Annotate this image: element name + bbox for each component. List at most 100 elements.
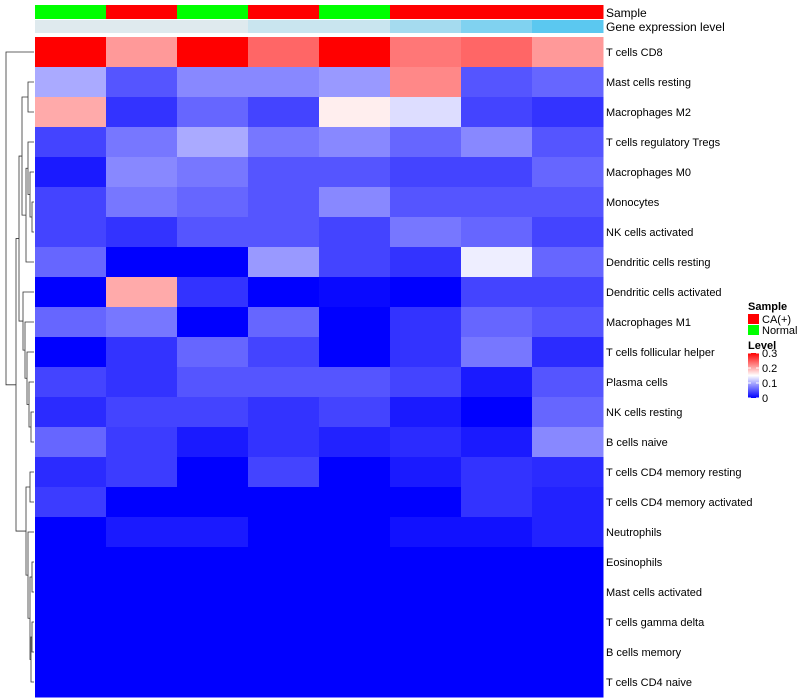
- heatmap-cell: [106, 637, 178, 668]
- dendrogram-branch: [30, 411, 34, 443]
- row-label: Macrophages M1: [606, 317, 691, 329]
- heatmap-cell: [390, 277, 462, 308]
- heatmap-cell: [532, 97, 604, 128]
- heatmap-cell: [319, 37, 391, 68]
- heatmap-cell: [248, 127, 320, 158]
- heatmap-cell: [177, 307, 249, 338]
- heatmap-cell: [461, 577, 533, 608]
- heatmap-cell: [248, 217, 320, 248]
- heatmap-cell: [390, 337, 462, 368]
- heatmap-cell: [532, 607, 604, 638]
- heatmap-cell: [177, 607, 249, 638]
- expression-annotation-cell: [532, 20, 604, 33]
- heatmap-cell: [461, 547, 533, 578]
- heatmap-cell: [390, 517, 462, 548]
- heatmap-cell: [106, 427, 178, 458]
- heatmap-cell: [248, 547, 320, 578]
- sample-annotation-cell: [319, 5, 391, 19]
- heatmap-cell: [248, 307, 320, 338]
- heatmap-cell: [177, 277, 249, 308]
- row-label: NK cells resting: [606, 407, 682, 419]
- heatmap-cell: [532, 367, 604, 398]
- heatmap-cell: [248, 187, 320, 218]
- heatmap-cell: [319, 157, 391, 188]
- heatmap-cell: [177, 577, 249, 608]
- dendrogram-branch: [27, 531, 34, 619]
- heatmap-cell: [248, 97, 320, 128]
- heatmap-cell: [390, 307, 462, 338]
- heatmap-cell: [532, 457, 604, 488]
- heatmap-cell: [319, 97, 391, 128]
- heatmap-cell: [319, 517, 391, 548]
- dendrogram-branch: [29, 471, 34, 503]
- heatmap-cell: [177, 547, 249, 578]
- heatmap-cell: [248, 577, 320, 608]
- row-label: T cells follicular helper: [606, 347, 715, 359]
- heatmap-cell: [177, 37, 249, 68]
- heatmap-cell: [390, 427, 462, 458]
- heatmap-cell: [177, 337, 249, 368]
- heatmap-cell: [106, 367, 178, 398]
- heatmap-cell: [532, 187, 604, 218]
- heatmap-cell: [248, 637, 320, 668]
- heatmap-cell: [319, 577, 391, 608]
- heatmap-cell: [177, 217, 249, 248]
- heatmap-cell: [248, 457, 320, 488]
- row-label: T cells CD4 memory activated: [606, 497, 753, 509]
- heatmap-cell: [35, 247, 107, 278]
- row-label: Plasma cells: [606, 377, 668, 389]
- heatmap-cell: [461, 607, 533, 638]
- heatmap-cell: [106, 217, 178, 248]
- sample-annotation-cell: [461, 5, 533, 19]
- row-label: T cells CD4 memory resting: [606, 467, 742, 479]
- expression-annotation-cell: [390, 20, 462, 33]
- heatmap-cell: [35, 37, 107, 68]
- heatmap-cell: [106, 157, 178, 188]
- heatmap-cell: [248, 667, 320, 698]
- heatmap-cell: [177, 457, 249, 488]
- heatmap-cell: [35, 637, 107, 668]
- heatmap-cell: [532, 37, 604, 68]
- heatmap-cell: [461, 97, 533, 128]
- heatmap-cell: [106, 67, 178, 98]
- heatmap-cell: [248, 247, 320, 278]
- heatmap-cell: [106, 247, 178, 278]
- heatmap-cell: [35, 397, 107, 428]
- heatmap-cell: [461, 217, 533, 248]
- heatmap-cell: [248, 337, 320, 368]
- expression-annotation-cell: [461, 20, 533, 33]
- heatmap-cell: [532, 547, 604, 578]
- heatmap-cell: [390, 187, 462, 218]
- level-tick-label: 0.3: [762, 348, 777, 360]
- level-legend-title: Level: [748, 340, 776, 352]
- heatmap-cell: [390, 607, 462, 638]
- heatmap-cell: [461, 187, 533, 218]
- heatmap-cell: [390, 367, 462, 398]
- heatmap-cell: [106, 397, 178, 428]
- row-label: Eosinophils: [606, 557, 663, 569]
- heatmap-cell: [106, 127, 178, 158]
- heatmap-cell: [177, 367, 249, 398]
- heatmap-cell: [532, 667, 604, 698]
- heatmap-cell: [177, 67, 249, 98]
- dendrogram-branch: [26, 351, 34, 405]
- heatmap-cell: [319, 397, 391, 428]
- heatmap-cell: [461, 337, 533, 368]
- heatmap-cell: [461, 157, 533, 188]
- heatmap-cell: [319, 187, 391, 218]
- heatmap-cell: [35, 667, 107, 698]
- heatmap-cell: [177, 637, 249, 668]
- heatmap-cell: [35, 157, 107, 188]
- dendrogram-branch: [31, 621, 34, 653]
- row-label: Macrophages M2: [606, 107, 691, 119]
- heatmap-cell: [532, 577, 604, 608]
- heatmap-cell: [106, 487, 178, 518]
- heatmap-cell: [532, 427, 604, 458]
- expression-annotation-cell: [35, 20, 107, 33]
- heatmap-cell: [35, 487, 107, 518]
- sample-annotation-cell: [106, 5, 178, 19]
- heatmap-cell: [106, 607, 178, 638]
- heatmap-cell: [390, 97, 462, 128]
- heatmap-cell: [461, 427, 533, 458]
- heatmap-cell: [319, 547, 391, 578]
